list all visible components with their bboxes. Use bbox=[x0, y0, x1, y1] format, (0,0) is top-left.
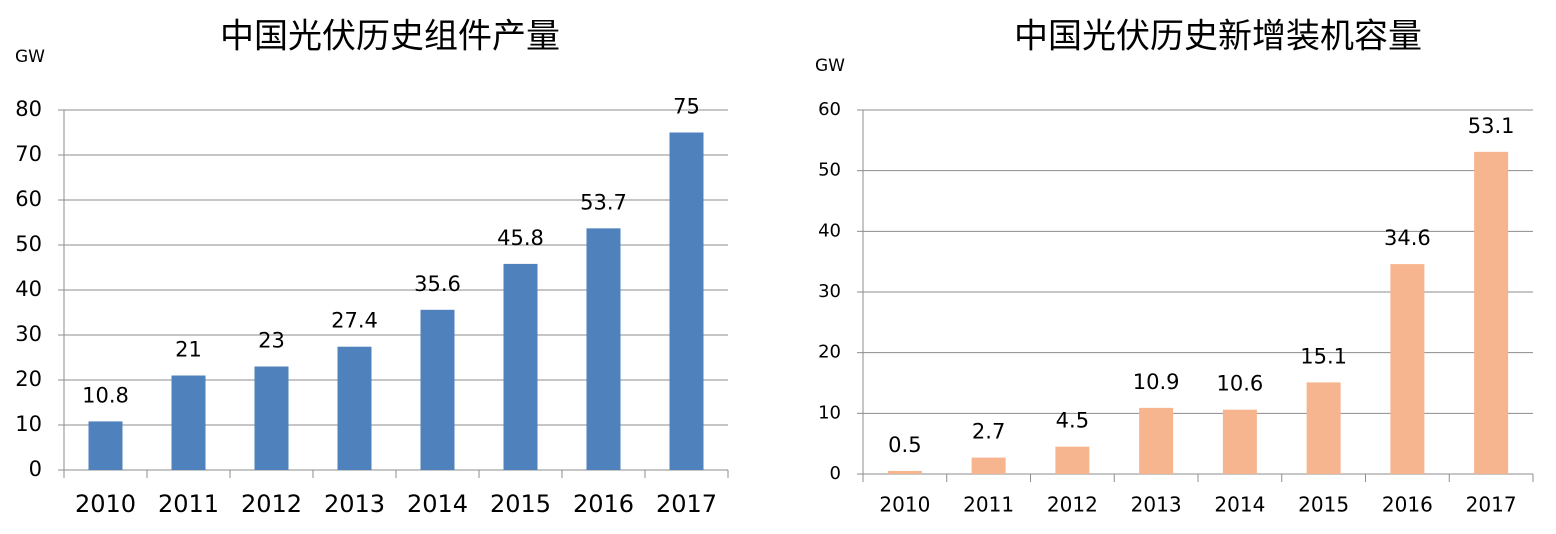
data-label: 45.8 bbox=[497, 226, 544, 250]
bar bbox=[887, 470, 922, 474]
y-axis-unit: GW bbox=[15, 47, 45, 67]
bar bbox=[1474, 151, 1509, 475]
data-label: 34.6 bbox=[1384, 226, 1431, 250]
data-label: 21 bbox=[175, 338, 202, 362]
bar bbox=[254, 366, 289, 470]
bar bbox=[420, 309, 455, 470]
y-tick-label: 40 bbox=[818, 220, 841, 241]
data-label: 0.5 bbox=[888, 433, 921, 457]
data-label: 15.1 bbox=[1300, 344, 1347, 368]
y-tick-label: 30 bbox=[15, 322, 42, 346]
x-tick-label: 2017 bbox=[656, 490, 717, 518]
y-tick-label: 20 bbox=[818, 342, 841, 363]
data-label: 53.7 bbox=[580, 190, 627, 214]
x-tick-label: 2011 bbox=[963, 493, 1014, 517]
bar bbox=[88, 421, 123, 470]
y-tick-label: 0 bbox=[830, 463, 841, 484]
x-tick-label: 2013 bbox=[324, 490, 385, 518]
bar bbox=[586, 228, 621, 470]
bar bbox=[1222, 409, 1257, 474]
bar bbox=[1055, 446, 1090, 474]
y-tick-label: 50 bbox=[15, 232, 42, 256]
bar bbox=[971, 457, 1006, 474]
x-tick-label: 2016 bbox=[1382, 493, 1433, 517]
y-tick-label: 10 bbox=[818, 402, 841, 423]
y-axis-unit: GW bbox=[815, 56, 845, 76]
x-tick-label: 2014 bbox=[1214, 493, 1265, 517]
bar bbox=[1306, 382, 1341, 474]
data-label: 35.6 bbox=[414, 272, 461, 296]
data-label: 4.5 bbox=[1056, 409, 1089, 433]
y-tick-label: 60 bbox=[15, 187, 42, 211]
bar bbox=[503, 263, 538, 470]
y-tick-label: 0 bbox=[29, 457, 42, 481]
y-tick-label: 20 bbox=[15, 367, 42, 391]
x-tick-label: 2016 bbox=[573, 490, 634, 518]
x-tick-label: 2015 bbox=[490, 490, 551, 518]
bar bbox=[1390, 264, 1425, 474]
x-tick-label: 2015 bbox=[1298, 493, 1349, 517]
y-tick-label: 80 bbox=[15, 97, 42, 121]
x-tick-label: 2014 bbox=[407, 490, 468, 518]
chart-title: 中国光伏历史新增装机容量 bbox=[1014, 17, 1422, 57]
x-tick-label: 2011 bbox=[158, 490, 219, 518]
data-label: 10.9 bbox=[1133, 370, 1180, 394]
y-tick-label: 50 bbox=[818, 160, 841, 181]
data-label: 10.8 bbox=[82, 383, 129, 407]
data-label: 23 bbox=[258, 329, 285, 353]
y-tick-label: 10 bbox=[15, 412, 42, 436]
data-label: 53.1 bbox=[1468, 114, 1515, 138]
bar bbox=[337, 346, 372, 470]
x-tick-label: 2010 bbox=[879, 493, 930, 517]
x-tick-label: 2012 bbox=[241, 490, 302, 518]
data-label: 10.6 bbox=[1216, 372, 1263, 396]
bar bbox=[1139, 407, 1174, 474]
y-tick-label: 40 bbox=[15, 277, 42, 301]
data-label: 75 bbox=[673, 95, 700, 119]
x-tick-label: 2012 bbox=[1047, 493, 1098, 517]
x-tick-label: 2013 bbox=[1131, 493, 1182, 517]
data-label: 27.4 bbox=[331, 309, 378, 333]
bar bbox=[669, 132, 704, 470]
data-label: 2.7 bbox=[972, 420, 1005, 444]
y-tick-label: 30 bbox=[818, 281, 841, 302]
y-tick-label: 60 bbox=[818, 99, 841, 120]
x-tick-label: 2017 bbox=[1466, 493, 1517, 517]
bar bbox=[171, 375, 206, 470]
y-tick-label: 70 bbox=[15, 142, 42, 166]
chart-title: 中国光伏历史组件产量 bbox=[220, 17, 560, 57]
x-tick-label: 2010 bbox=[75, 490, 136, 518]
